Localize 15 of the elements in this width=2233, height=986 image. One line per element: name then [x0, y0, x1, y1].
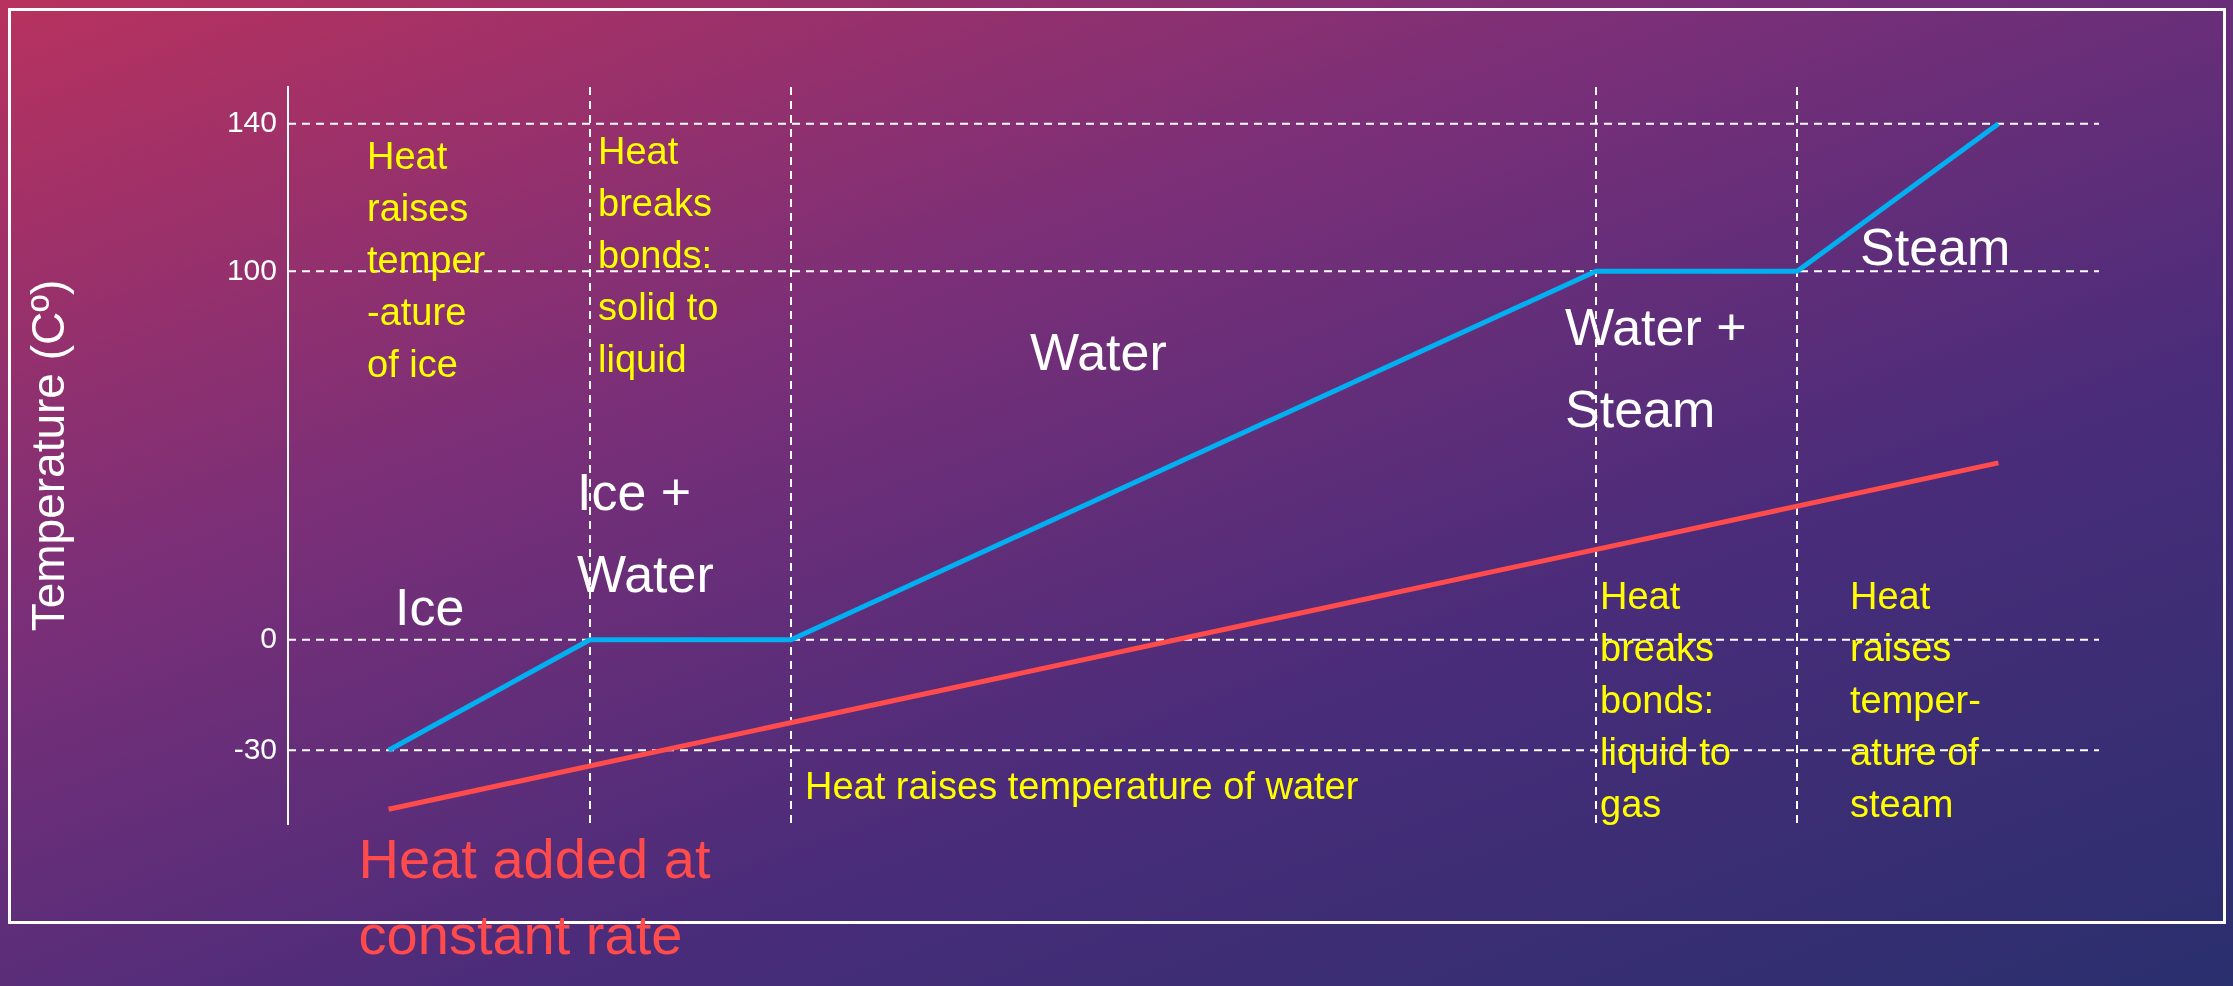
- annotation: Steam: [1860, 218, 2011, 277]
- y-tick-label: 100: [226, 252, 277, 286]
- y-tick-label: 140: [226, 105, 277, 139]
- annotation: Heat raises temper- ature of steam: [1850, 575, 1981, 826]
- annotation: Heat breaks bonds: liquid to gas: [1600, 575, 1731, 826]
- annotation: Ice + Water: [577, 463, 714, 604]
- annotation: Heat raises temper -ature of ice: [367, 135, 486, 386]
- annotation: Heat raises temperature of water: [805, 765, 1359, 808]
- y-tick-label: 0: [260, 621, 277, 655]
- y-tick-label: -30: [233, 731, 277, 765]
- annotation: Ice: [395, 578, 465, 637]
- annotation: Water: [1030, 323, 1167, 382]
- annotation: Heat breaks bonds: solid to liquid: [598, 130, 719, 381]
- y-axis-title: Temperature (Cº): [22, 279, 75, 632]
- annotation: Water + Steam: [1565, 298, 1747, 439]
